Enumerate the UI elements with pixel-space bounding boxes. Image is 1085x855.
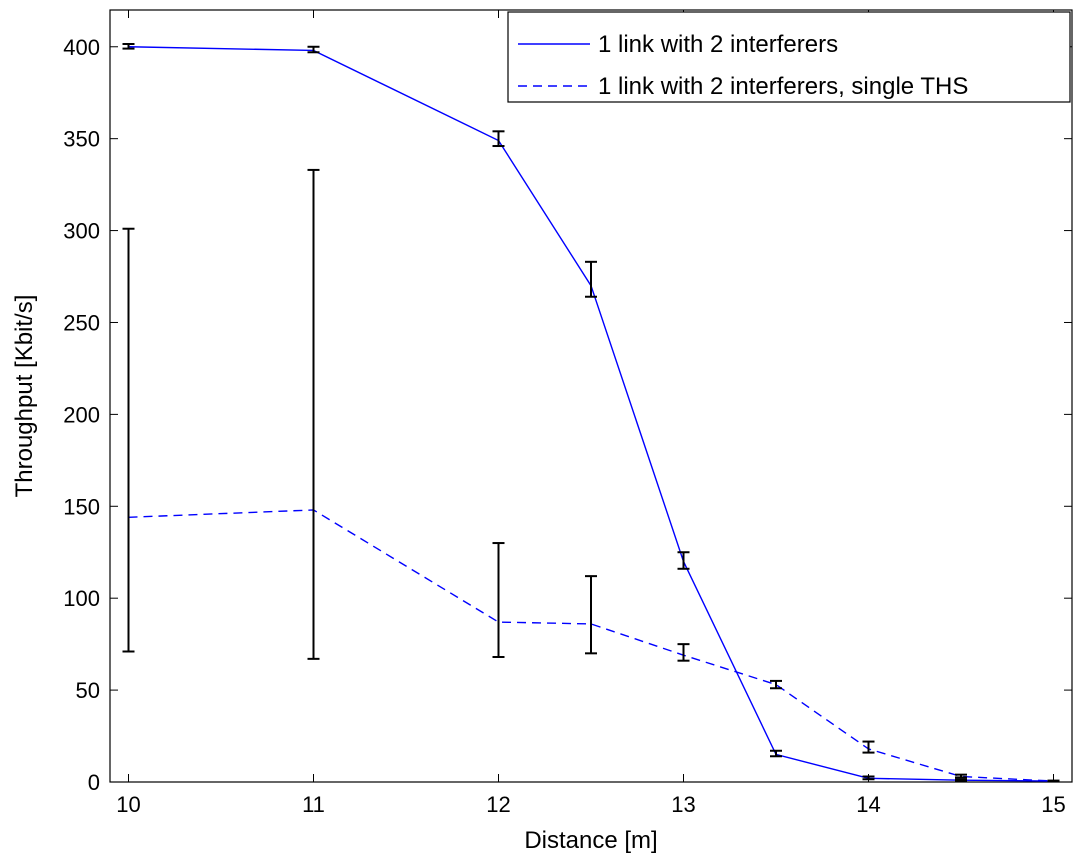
y-tick-label: 50	[76, 678, 100, 703]
plot-area	[109, 9, 1073, 783]
y-tick-label: 400	[63, 35, 100, 60]
y-tick-label: 250	[63, 310, 100, 335]
error-bar	[585, 260, 597, 298]
y-tick-label: 150	[63, 494, 100, 519]
y-tick-label: 350	[63, 127, 100, 152]
error-bar	[770, 679, 782, 690]
x-tick-label: 14	[856, 792, 880, 817]
x-tick-label: 13	[671, 792, 695, 817]
error-bar	[122, 43, 135, 50]
legend-entry-2: 1 link with 2 interferers, single THS	[598, 73, 968, 100]
error-bar	[955, 778, 967, 782]
error-bar	[955, 773, 967, 779]
error-bar	[307, 168, 320, 660]
y-tick-label: 100	[63, 586, 100, 611]
legend-box	[507, 11, 1071, 103]
x-tick-label: 12	[486, 792, 510, 817]
error-bar	[307, 45, 320, 54]
error-bar	[770, 749, 782, 758]
error-bar	[492, 130, 505, 148]
legend: 1 link with 2 interferers 1 link with 2 …	[507, 11, 1071, 103]
x-tick-label: 10	[116, 792, 140, 817]
error-bar	[585, 575, 597, 655]
x-tick-label: 11	[302, 792, 325, 817]
y-tick-label: 0	[88, 770, 100, 795]
y-axis-label: Throughput [Kbit/s]	[11, 295, 38, 498]
legend-entry-1: 1 link with 2 interferers	[598, 31, 838, 58]
y-tick-label: 200	[63, 402, 100, 427]
error-bar	[677, 643, 690, 662]
error-bar	[677, 551, 690, 570]
x-tick-label: 15	[1041, 792, 1065, 817]
error-bar	[122, 227, 135, 653]
error-bar	[862, 740, 875, 754]
y-tick-label: 300	[63, 219, 100, 244]
error-bar	[492, 542, 505, 659]
errorbar-layer	[122, 43, 1060, 783]
x-axis-label: Distance [m]	[524, 827, 657, 854]
